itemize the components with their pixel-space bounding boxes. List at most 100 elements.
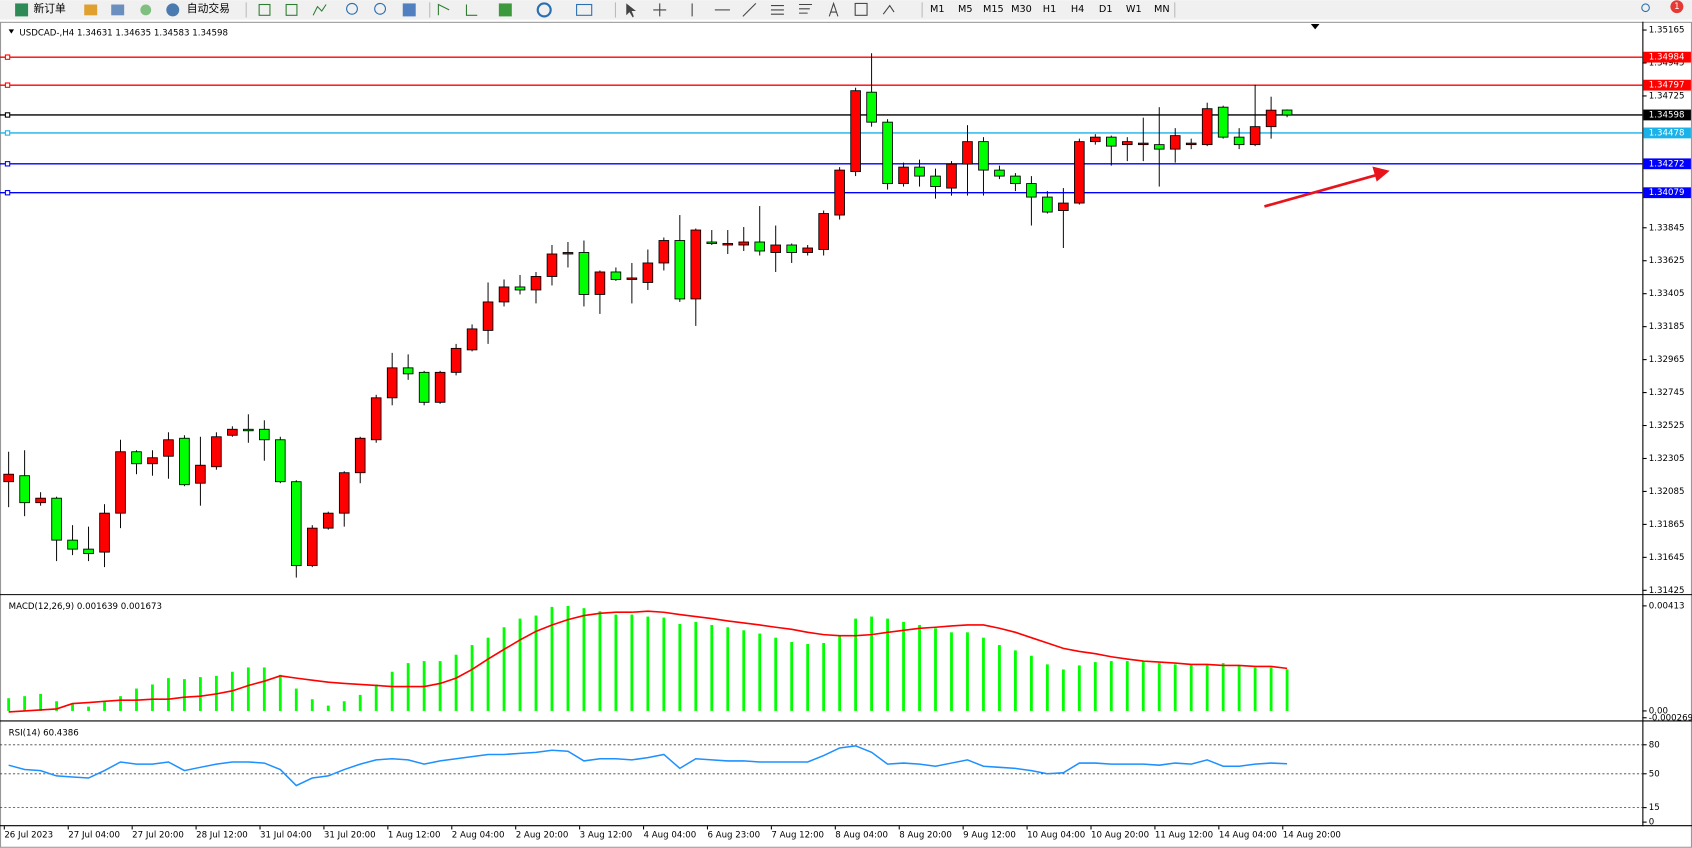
toolbar-icon[interactable] [140,4,152,16]
x-tick-label: 8 Aug 04:00 [835,830,888,840]
toolbar-icon[interactable] [258,3,271,16]
macd-bar [630,614,634,711]
macd-bar [598,611,602,711]
toolbar-icon[interactable] [437,3,450,16]
candle-body [802,247,813,253]
macd-bar [1253,667,1257,711]
zoom-in[interactable] [346,2,358,15]
tile-windows[interactable] [402,3,416,17]
text-tool[interactable] [828,1,839,17]
timeframe-button[interactable]: W1 [1126,4,1142,15]
timeframe-button[interactable]: M15 [983,4,1004,15]
timeframe-button[interactable]: M5 [958,4,973,15]
x-tick-label: 2 Aug 04:00 [452,830,505,840]
channel-tool[interactable] [770,5,784,15]
toolbar-icon[interactable] [465,4,478,16]
notification-badge[interactable] [1670,0,1684,14]
macd-bar [151,684,154,711]
candle-body [19,475,30,504]
candle-body [1074,141,1085,204]
macd-bar [566,605,570,711]
macd-bar [438,661,442,711]
timeframe-button[interactable]: D1 [1099,4,1113,15]
x-tick-label: 1 Aug 12:00 [388,830,441,840]
timeframe-button[interactable]: M30 [1011,4,1032,15]
fibo-tool[interactable] [799,3,812,14]
macd-bar [55,701,58,711]
candle-body [99,512,110,553]
macd-bar [1125,661,1129,711]
toolbar-icon[interactable] [111,4,125,16]
indicators[interactable] [498,3,512,17]
candle-body [674,240,686,300]
y-tick-label: 1.32085 [1649,487,1685,497]
new-order-button[interactable]: 新订单 [33,2,66,15]
toolbar-icon[interactable] [312,4,327,16]
timeframe-button[interactable]: MN [1154,4,1170,15]
cursor-tool[interactable] [626,3,636,18]
candle-body [514,286,526,291]
periods[interactable] [536,2,552,18]
crosshair-tool[interactable] [653,3,667,17]
candle-body [163,439,174,457]
search[interactable] [1641,3,1650,13]
x-tick-label: 6 Aug 23:00 [707,830,760,840]
x-tick-label: 14 Aug 20:00 [1283,830,1341,840]
level-label: 1.34797 [1649,81,1685,91]
y-tick-label: 15 [1649,803,1660,813]
candle-body [690,229,702,300]
timeframe-button[interactable]: M1 [930,4,945,15]
trend-arrow [1264,166,1390,208]
macd-bar [1029,655,1033,711]
candle-body [1106,136,1117,147]
y-tick-label: 0.00413 [1649,601,1685,611]
macd-bar [1141,661,1145,711]
macd-bar [1157,663,1161,711]
toolbar-icon[interactable] [285,3,298,16]
y-tick-label: 1.32305 [1649,454,1685,464]
x-tick-label: 11 Aug 12:00 [1155,830,1213,840]
zoom-out[interactable] [374,2,387,15]
macd-bar [694,621,698,711]
level-label: 1.34598 [1649,110,1685,120]
timeframe-button[interactable]: H1 [1043,4,1056,15]
candle-body [1169,135,1181,150]
macd-bar [199,677,202,711]
candle-body [115,451,126,514]
candle-body [1026,183,1037,198]
macd-bar [950,632,953,711]
macd-bar [502,627,506,711]
macd-bar [982,637,985,711]
close-value: 1.34598 [192,28,228,38]
candle-body [610,271,622,280]
macd-bar [1189,664,1193,711]
templates[interactable] [576,3,593,16]
level-label-bg [1643,51,1691,63]
toolbar-icon[interactable] [84,4,98,16]
auto-trading-icon[interactable] [166,3,180,17]
macd-bar [167,678,170,711]
y-tick-label: 1.33845 [1649,223,1685,233]
new-order-icon[interactable] [15,3,29,17]
candle-body [1121,141,1133,146]
macd-bar [1221,663,1225,711]
y-tick-label: 1.31645 [1649,553,1685,563]
rsi-header: RSI(14) 60.4386 [9,728,79,738]
level-label-bg [1643,109,1691,121]
candle-body [594,271,606,295]
macd-bar [262,667,266,711]
x-tick-label: 14 Aug 04:00 [1219,830,1277,840]
level-label: 1.34272 [1649,159,1685,169]
symbol-menu[interactable] [8,29,15,34]
timeframe-button[interactable]: H4 [1071,4,1084,15]
trendline-tool[interactable] [742,3,757,17]
label-tool[interactable] [854,2,868,16]
arrows-tool[interactable] [882,4,895,15]
macd-bar [71,703,74,711]
macd-bar [518,618,522,711]
macd-bar [726,627,730,711]
y-tick-label: 1.33185 [1649,322,1685,332]
candle-body [306,527,318,567]
auto-trading-button[interactable]: 自动交易 [187,2,230,15]
